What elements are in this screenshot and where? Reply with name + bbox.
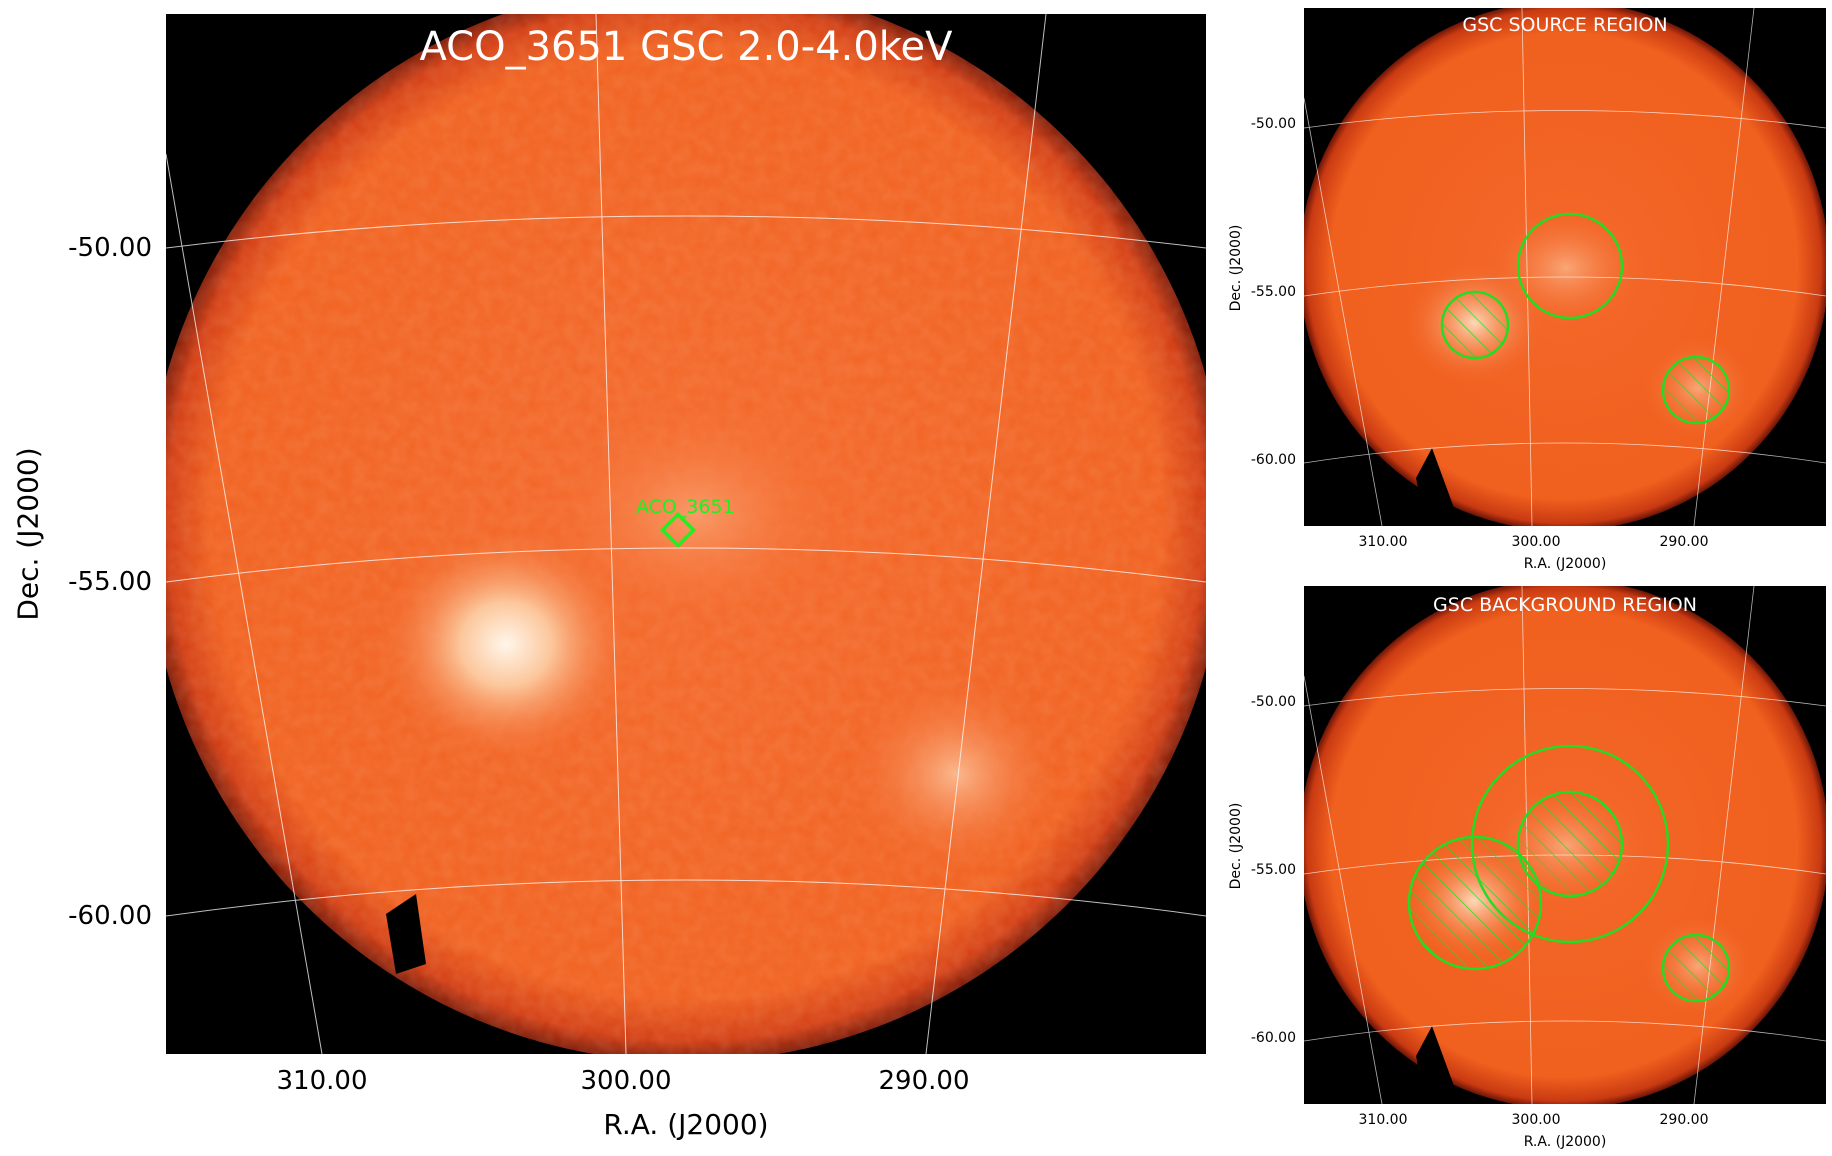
background-xtick-0: 310.00 (1358, 1112, 1408, 1128)
excluded-region-circle (1516, 790, 1624, 898)
source-ytick-2: -60.00 (1250, 452, 1296, 468)
detector-notch (386, 894, 426, 974)
source-xtick-1: 300.00 (1511, 534, 1561, 550)
main-ytick-2: -60.00 (68, 901, 152, 931)
source-ytick-0: -50.00 (1250, 116, 1296, 132)
main-xtick-0: 310.00 (276, 1066, 368, 1096)
coordinate-grid (1304, 8, 1826, 526)
target-region-circle (1516, 212, 1624, 320)
source-xlabel: R.A. (J2000) (1523, 556, 1607, 572)
main-ytick-0: -50.00 (68, 233, 152, 263)
main-ytick-1: -55.00 (68, 567, 152, 597)
main-title: ACO_3651 GSC 2.0-4.0keV (419, 24, 953, 70)
source-label: ACO_3651 (636, 496, 735, 518)
main-xtick-2: 290.00 (878, 1066, 970, 1096)
background-region-panel: GSC BACKGROUND REGION (1304, 586, 1826, 1104)
source-region-circle (1440, 290, 1510, 360)
source-region-circle (1661, 355, 1731, 425)
aco-3651-marker (659, 511, 697, 549)
background-region-circle (1407, 835, 1543, 971)
main-xtick-1: 300.00 (580, 1066, 672, 1096)
main-xlabel: R.A. (J2000) (603, 1108, 769, 1141)
background-ytick-1: -55.00 (1250, 862, 1296, 878)
background-xlabel: R.A. (J2000) (1523, 1134, 1607, 1150)
background-xtick-1: 300.00 (1511, 1112, 1561, 1128)
background-ytick-2: -60.00 (1250, 1030, 1296, 1046)
background-ytick-0: -50.00 (1250, 694, 1296, 710)
main-image-panel: ACO_3651 GSC 2.0-4.0keV ACO_3651 (166, 14, 1206, 1054)
source-xtick-0: 310.00 (1358, 534, 1408, 550)
source-panel-title: GSC SOURCE REGION (1462, 14, 1668, 36)
background-xtick-2: 290.00 (1659, 1112, 1709, 1128)
detector-disk (1304, 8, 1826, 526)
background-annulus-circle (1470, 744, 1670, 944)
background-panel-title: GSC BACKGROUND REGION (1433, 594, 1697, 616)
source-region-panel: GSC SOURCE REGION (1304, 8, 1826, 526)
background-region-circle (1661, 933, 1731, 1003)
coordinate-grid (166, 14, 1206, 1054)
background-ylabel: Dec. (J2000) (1228, 802, 1244, 890)
source-xtick-2: 290.00 (1659, 534, 1709, 550)
main-ylabel: Dec. (J2000) (11, 447, 45, 621)
source-ylabel: Dec. (J2000) (1228, 224, 1244, 312)
source-ytick-1: -55.00 (1250, 284, 1296, 300)
